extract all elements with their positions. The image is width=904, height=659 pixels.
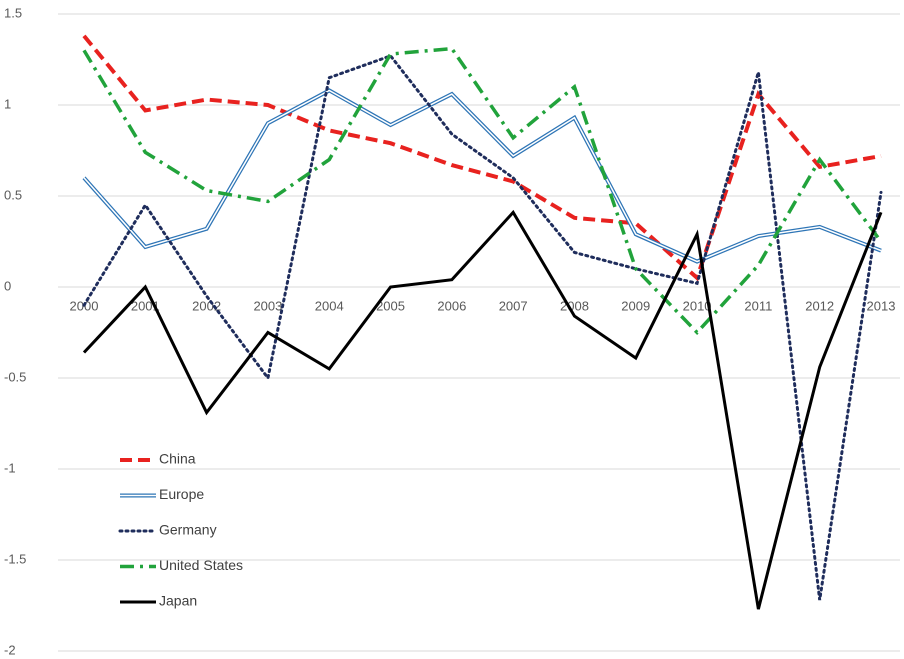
x-tick-label: 2009 <box>621 298 650 313</box>
x-tick-label: 2002 <box>192 298 221 313</box>
x-tick-label: 2003 <box>253 298 282 313</box>
x-tick-label: 2005 <box>376 298 405 313</box>
legend-label: China <box>159 451 196 467</box>
series-line <box>82 34 882 282</box>
legend-label: Japan <box>159 593 197 609</box>
legend-label: Germany <box>159 522 217 538</box>
x-tick-label: 2010 <box>683 298 712 313</box>
legend-label: Europe <box>159 486 204 502</box>
x-tick-label: 2007 <box>499 298 528 313</box>
x-tick-label: 2011 <box>744 298 772 313</box>
x-tick-label: 2013 <box>867 298 896 313</box>
y-tick-label: 0 <box>4 278 11 293</box>
x-tick-label: 2012 <box>805 298 834 313</box>
legend-label: United States <box>159 557 243 573</box>
y-tick-label: -0.5 <box>4 369 26 384</box>
series-line <box>82 54 883 601</box>
y-tick-label: 1.5 <box>4 5 22 20</box>
series-line <box>82 209 883 610</box>
x-tick-label: 2004 <box>315 298 344 313</box>
x-tick-label: 2006 <box>437 298 466 313</box>
y-tick-label: -2 <box>4 642 16 657</box>
series-line <box>82 46 883 336</box>
y-tick-label: 1 <box>4 96 11 111</box>
series-line-inner <box>83 89 882 263</box>
y-tick-label: -1.5 <box>4 551 26 566</box>
y-tick-label: -1 <box>4 460 16 475</box>
y-tick-label: 0.5 <box>4 187 22 202</box>
